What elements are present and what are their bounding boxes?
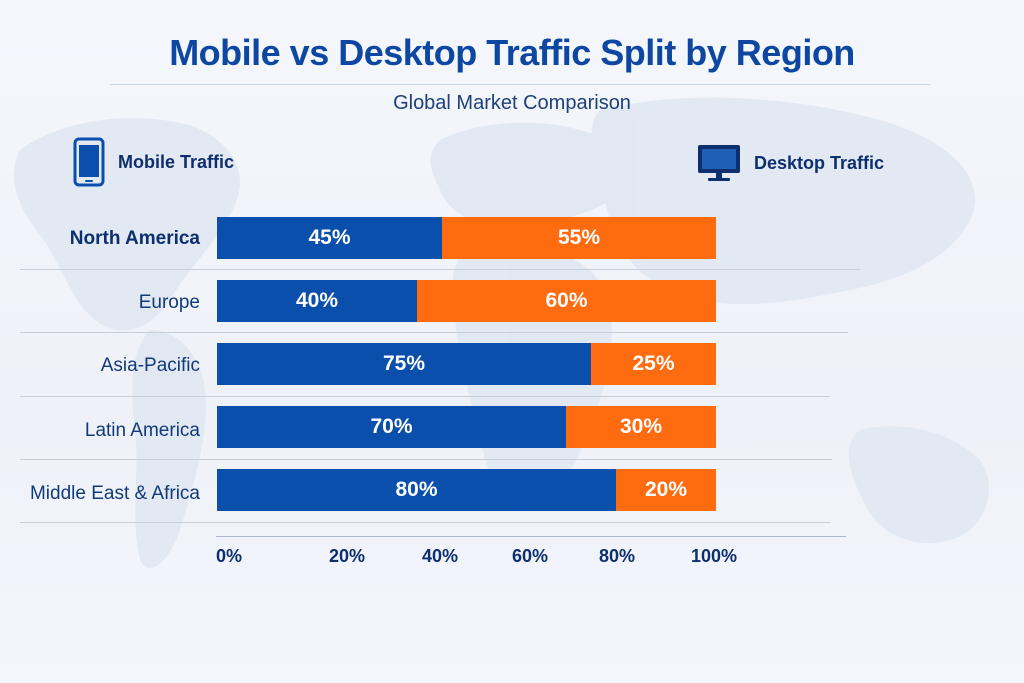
bar-desktop-value-label: 25% [632,352,675,375]
bar-desktop-value-label: 20% [644,478,688,501]
row-divider [20,269,860,270]
bar-mobile-value-label: 80% [395,478,438,501]
bar-desktop-value-label: 60% [545,289,588,312]
category-label: Europe [138,292,200,313]
bar-desktop [616,469,716,511]
bar-mobile [217,469,616,511]
bar-mobile [217,280,417,322]
row-divider [20,396,830,397]
desktop-monitor-icon [698,145,740,181]
title-divider [110,84,930,85]
bar-mobile-value-label: 75% [382,352,426,375]
x-axis-line [216,536,846,537]
bar-mobile-value-label: 45% [308,226,351,249]
x-tick-label: 0% [215,546,243,566]
bar-desktop [591,343,716,385]
bar-mobile [217,217,442,259]
x-tick-label: 40% [421,546,459,566]
bar-mobile [217,343,591,385]
row-divider [20,332,848,333]
bar-mobile-value-label: 70% [370,415,413,438]
row-divider [20,459,832,460]
legend-desktop: Desktop Traffic [696,143,884,183]
bar-desktop [442,217,716,259]
bar-desktop [417,280,716,322]
bar-mobile [217,406,566,448]
bar-desktop-value-label: 55% [557,226,601,249]
smartphone-icon [73,137,105,187]
legend-desktop-label: Desktop Traffic [754,152,885,173]
category-label: Asia-Pacific [100,355,200,376]
bar-desktop [566,406,716,448]
x-tick-label: 20% [328,546,366,566]
x-tick-label: 80% [598,546,636,566]
row-divider [20,522,830,523]
category-label: North America [69,228,200,249]
bar-mobile-value-label: 40% [295,289,339,312]
chart-subtitle: Global Market Comparison [393,92,631,114]
chart-title: Mobile vs Desktop Traffic Split by Regio… [169,32,855,73]
legend-mobile: Mobile Traffic [72,137,234,187]
bar-desktop-value-label: 30% [619,415,663,438]
x-tick-label: 100% [690,546,738,566]
category-label: Latin America [84,420,200,441]
x-tick-label: 60% [511,546,549,566]
legend-mobile-label: Mobile Traffic [118,151,235,172]
category-label: Middle East & Africa [29,483,200,504]
